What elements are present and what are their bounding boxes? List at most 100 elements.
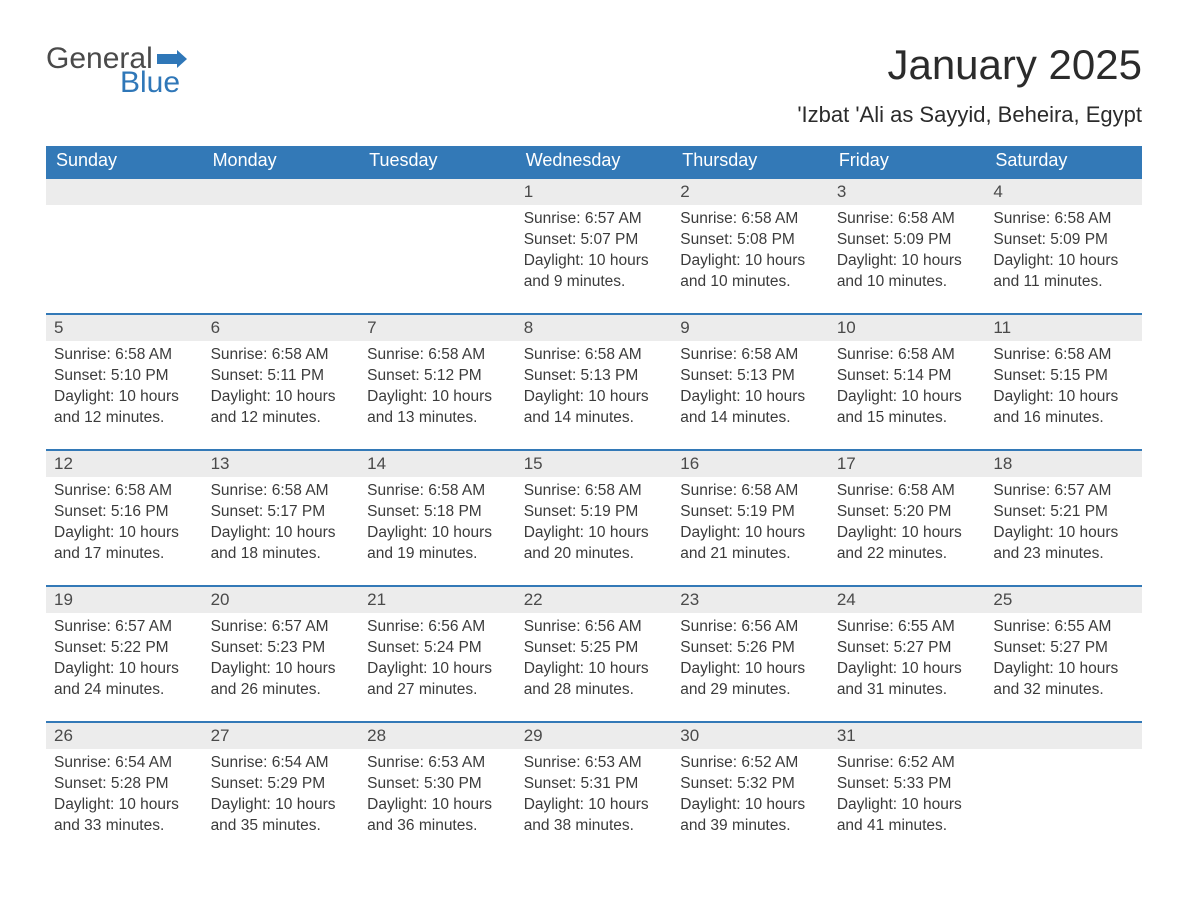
calendar-day-cell: 26Sunrise: 6:54 AMSunset: 5:28 PMDayligh… [46, 721, 203, 857]
sunrise-text: Sunrise: 6:55 AM [993, 617, 1134, 638]
day-number: 13 [203, 449, 360, 477]
sunrise-text: Sunrise: 6:58 AM [837, 345, 978, 366]
sunset-text: Sunset: 5:31 PM [524, 774, 665, 795]
day-number: 16 [672, 449, 829, 477]
day-number: 17 [829, 449, 986, 477]
calendar-day-cell: 28Sunrise: 6:53 AMSunset: 5:30 PMDayligh… [359, 721, 516, 857]
page-header: General Blue January 2025 'Izbat 'Ali as… [46, 42, 1142, 128]
daylight-text-line2: and 17 minutes. [54, 544, 195, 565]
sunset-text: Sunset: 5:14 PM [837, 366, 978, 387]
daylight-text-line2: and 23 minutes. [993, 544, 1134, 565]
daylight-text-line1: Daylight: 10 hours [524, 523, 665, 544]
sunrise-text: Sunrise: 6:58 AM [680, 345, 821, 366]
calendar-table: Sunday Monday Tuesday Wednesday Thursday… [46, 146, 1142, 857]
day-number: 11 [985, 313, 1142, 341]
calendar-day-cell: 25Sunrise: 6:55 AMSunset: 5:27 PMDayligh… [985, 585, 1142, 721]
day-details: Sunrise: 6:58 AMSunset: 5:11 PMDaylight:… [203, 341, 360, 433]
daylight-text-line1: Daylight: 10 hours [211, 387, 352, 408]
sunrise-text: Sunrise: 6:58 AM [680, 481, 821, 502]
calendar-page: General Blue January 2025 'Izbat 'Ali as… [0, 0, 1188, 918]
daylight-text-line1: Daylight: 10 hours [993, 251, 1134, 272]
sunset-text: Sunset: 5:29 PM [211, 774, 352, 795]
daylight-text-line1: Daylight: 10 hours [211, 795, 352, 816]
month-title: January 2025 [797, 42, 1142, 88]
daylight-text-line1: Daylight: 10 hours [680, 795, 821, 816]
daylight-text-line1: Daylight: 10 hours [993, 523, 1134, 544]
sunrise-text: Sunrise: 6:56 AM [524, 617, 665, 638]
day-details: Sunrise: 6:58 AMSunset: 5:18 PMDaylight:… [359, 477, 516, 569]
calendar-day-cell: 7Sunrise: 6:58 AMSunset: 5:12 PMDaylight… [359, 313, 516, 449]
daylight-text-line1: Daylight: 10 hours [211, 523, 352, 544]
day-number: 23 [672, 585, 829, 613]
daylight-text-line2: and 12 minutes. [211, 408, 352, 429]
daylight-text-line1: Daylight: 10 hours [837, 251, 978, 272]
sunset-text: Sunset: 5:19 PM [680, 502, 821, 523]
daylight-text-line2: and 24 minutes. [54, 680, 195, 701]
logo: General Blue [46, 42, 187, 100]
calendar-week-row: 12Sunrise: 6:58 AMSunset: 5:16 PMDayligh… [46, 449, 1142, 585]
daylight-text-line1: Daylight: 10 hours [54, 523, 195, 544]
daylight-text-line2: and 29 minutes. [680, 680, 821, 701]
daylight-text-line1: Daylight: 10 hours [680, 523, 821, 544]
sunrise-text: Sunrise: 6:57 AM [211, 617, 352, 638]
sunrise-text: Sunrise: 6:53 AM [367, 753, 508, 774]
sunset-text: Sunset: 5:19 PM [524, 502, 665, 523]
daylight-text-line2: and 26 minutes. [211, 680, 352, 701]
calendar-day-cell: 30Sunrise: 6:52 AMSunset: 5:32 PMDayligh… [672, 721, 829, 857]
calendar-day-cell: 13Sunrise: 6:58 AMSunset: 5:17 PMDayligh… [203, 449, 360, 585]
calendar-day-cell: 27Sunrise: 6:54 AMSunset: 5:29 PMDayligh… [203, 721, 360, 857]
day-details: Sunrise: 6:55 AMSunset: 5:27 PMDaylight:… [829, 613, 986, 705]
day-details: Sunrise: 6:58 AMSunset: 5:19 PMDaylight:… [672, 477, 829, 569]
day-number: 30 [672, 721, 829, 749]
calendar-week-row: 1Sunrise: 6:57 AMSunset: 5:07 PMDaylight… [46, 177, 1142, 313]
sunrise-text: Sunrise: 6:58 AM [54, 481, 195, 502]
day-details: Sunrise: 6:58 AMSunset: 5:15 PMDaylight:… [985, 341, 1142, 433]
day-number: 19 [46, 585, 203, 613]
daylight-text-line1: Daylight: 10 hours [680, 387, 821, 408]
day-number: 24 [829, 585, 986, 613]
day-details: Sunrise: 6:56 AMSunset: 5:24 PMDaylight:… [359, 613, 516, 705]
day-details: Sunrise: 6:57 AMSunset: 5:23 PMDaylight:… [203, 613, 360, 705]
daylight-text-line2: and 19 minutes. [367, 544, 508, 565]
day-details: Sunrise: 6:54 AMSunset: 5:29 PMDaylight:… [203, 749, 360, 841]
day-details: Sunrise: 6:58 AMSunset: 5:09 PMDaylight:… [829, 205, 986, 297]
weekday-header: Friday [829, 146, 986, 177]
sunrise-text: Sunrise: 6:58 AM [837, 481, 978, 502]
daylight-text-line2: and 18 minutes. [211, 544, 352, 565]
day-number: 6 [203, 313, 360, 341]
daylight-text-line2: and 36 minutes. [367, 816, 508, 837]
daylight-text-line2: and 10 minutes. [680, 272, 821, 293]
sunrise-text: Sunrise: 6:56 AM [680, 617, 821, 638]
day-number: 26 [46, 721, 203, 749]
sunset-text: Sunset: 5:10 PM [54, 366, 195, 387]
calendar-day-cell: 31Sunrise: 6:52 AMSunset: 5:33 PMDayligh… [829, 721, 986, 857]
day-details: Sunrise: 6:58 AMSunset: 5:16 PMDaylight:… [46, 477, 203, 569]
day-details: Sunrise: 6:57 AMSunset: 5:21 PMDaylight:… [985, 477, 1142, 569]
calendar-day-cell: 6Sunrise: 6:58 AMSunset: 5:11 PMDaylight… [203, 313, 360, 449]
sunset-text: Sunset: 5:18 PM [367, 502, 508, 523]
calendar-day-cell: 8Sunrise: 6:58 AMSunset: 5:13 PMDaylight… [516, 313, 673, 449]
day-number: 5 [46, 313, 203, 341]
sunset-text: Sunset: 5:21 PM [993, 502, 1134, 523]
daylight-text-line2: and 15 minutes. [837, 408, 978, 429]
daylight-text-line1: Daylight: 10 hours [367, 659, 508, 680]
daylight-text-line1: Daylight: 10 hours [524, 251, 665, 272]
sunset-text: Sunset: 5:25 PM [524, 638, 665, 659]
calendar-week-row: 26Sunrise: 6:54 AMSunset: 5:28 PMDayligh… [46, 721, 1142, 857]
daylight-text-line2: and 32 minutes. [993, 680, 1134, 701]
sunrise-text: Sunrise: 6:58 AM [993, 209, 1134, 230]
daylight-text-line1: Daylight: 10 hours [837, 795, 978, 816]
day-number: 2 [672, 177, 829, 205]
day-details: Sunrise: 6:58 AMSunset: 5:09 PMDaylight:… [985, 205, 1142, 297]
sunset-text: Sunset: 5:12 PM [367, 366, 508, 387]
calendar-day-cell: 1Sunrise: 6:57 AMSunset: 5:07 PMDaylight… [516, 177, 673, 313]
sunrise-text: Sunrise: 6:52 AM [680, 753, 821, 774]
sunset-text: Sunset: 5:27 PM [993, 638, 1134, 659]
daylight-text-line1: Daylight: 10 hours [54, 387, 195, 408]
calendar-day-cell: 21Sunrise: 6:56 AMSunset: 5:24 PMDayligh… [359, 585, 516, 721]
daylight-text-line1: Daylight: 10 hours [367, 523, 508, 544]
sunrise-text: Sunrise: 6:58 AM [367, 481, 508, 502]
daylight-text-line2: and 9 minutes. [524, 272, 665, 293]
daylight-text-line1: Daylight: 10 hours [367, 795, 508, 816]
sunset-text: Sunset: 5:08 PM [680, 230, 821, 251]
